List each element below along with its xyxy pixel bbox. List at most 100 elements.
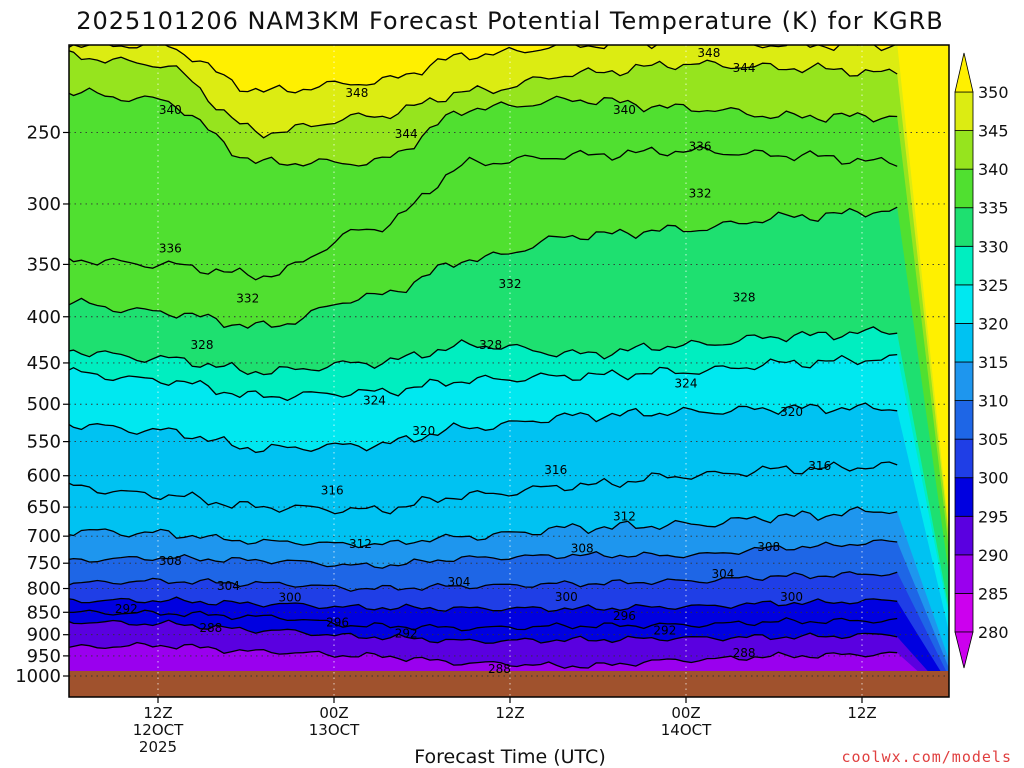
isentrope-332 xyxy=(69,206,898,329)
contour-label: 332 xyxy=(236,292,259,306)
contour-label: 324 xyxy=(363,393,386,407)
contour-label: 320 xyxy=(412,424,435,438)
colorbar-tick-label: 285 xyxy=(978,584,1009,603)
isentrope-292 xyxy=(69,619,898,644)
colorbar-band-320 xyxy=(954,284,974,324)
isentrope-312 xyxy=(69,506,898,549)
contour-label: 324 xyxy=(675,376,698,390)
isentrope-296 xyxy=(69,609,898,632)
y-tick-label: 350 xyxy=(27,254,61,275)
y-tick-label: 450 xyxy=(27,353,61,374)
colorbar-arrow-bottom xyxy=(954,631,974,669)
contour-label: 328 xyxy=(479,338,502,352)
contour-label: 308 xyxy=(757,540,780,554)
contour-label: 328 xyxy=(733,291,756,305)
colorbar-tick-label: 345 xyxy=(978,122,1009,141)
y-tick-label: 900 xyxy=(27,625,61,646)
contour-label: 300 xyxy=(555,590,578,604)
y-tick-label: 1000 xyxy=(15,666,61,687)
y-tick-label: 850 xyxy=(27,602,61,623)
contour-label: 292 xyxy=(115,602,138,616)
colorbar-band-345 xyxy=(954,91,974,131)
contour-label: 288 xyxy=(733,646,756,660)
colorbar-band-285 xyxy=(954,554,974,594)
y-tick-label: 700 xyxy=(27,526,61,547)
x-tick-label: 12Z xyxy=(143,704,172,722)
colorbar-band-335 xyxy=(954,168,974,209)
colorbar-arrow-top xyxy=(954,52,974,93)
isentrope-lines xyxy=(69,45,898,669)
contour-label: 308 xyxy=(571,541,594,555)
contour-label: 336 xyxy=(689,139,712,153)
isentrope-300 xyxy=(69,596,898,613)
colorbar-band-330 xyxy=(954,207,974,247)
colorbar-band-340 xyxy=(954,130,974,170)
colorbar-tick-label: 335 xyxy=(978,199,1009,218)
colorbar-band-280 xyxy=(954,593,974,633)
contour-label: 300 xyxy=(279,591,302,605)
x-axis-title: Forecast Time (UTC) xyxy=(414,746,605,768)
contour-label: 336 xyxy=(159,241,182,255)
contour-label: 288 xyxy=(199,621,222,635)
chart-title: 2025101206 NAM3KM Forecast Potential Tem… xyxy=(76,7,944,35)
isentrope-316 xyxy=(69,461,898,515)
credit-text: coolwx.com/models xyxy=(841,748,1012,766)
contour-label: 300 xyxy=(780,590,803,604)
contour-label: 344 xyxy=(733,61,756,75)
contour-label: 328 xyxy=(191,338,214,352)
y-tick-label: 550 xyxy=(27,432,61,453)
x-tick-label: 2025 xyxy=(139,738,177,756)
plot-area: 348 344 348 340 340 344 336 332 336 332 332 328 328 3… xyxy=(0,45,949,697)
contour-label: 344 xyxy=(395,127,418,141)
x-tick-label: 12OCT xyxy=(133,721,184,739)
colorbar-tick-label: 295 xyxy=(978,507,1009,526)
colorbar-band-300 xyxy=(954,438,974,479)
contour-label: 312 xyxy=(613,510,636,524)
isentrope-344 xyxy=(69,50,898,139)
contour-label: 332 xyxy=(689,186,712,200)
colorbar-band-325 xyxy=(954,245,974,286)
x-tick-label: 00Z xyxy=(319,704,348,722)
contour-label: 288 xyxy=(488,662,511,676)
x-tick-label: 13OCT xyxy=(309,721,360,739)
x-tick-label: 14OCT xyxy=(661,721,712,739)
isentrope-348 xyxy=(69,45,897,94)
isentrope-308 xyxy=(69,539,898,569)
colorbar-tick-label: 280 xyxy=(978,623,1009,642)
contour-label: 340 xyxy=(613,103,636,117)
theta-fill-bands xyxy=(69,45,949,697)
y-tick-label: 750 xyxy=(27,553,61,574)
colorbar-tick-label: 340 xyxy=(978,160,1009,179)
colorbar-tick-label: 310 xyxy=(978,392,1009,411)
y-tick-label: 300 xyxy=(27,194,61,215)
colorbar-tick-label: 325 xyxy=(978,276,1009,295)
isentrope-288 xyxy=(69,641,898,669)
isentrope-324 xyxy=(69,353,898,402)
y-tick-label: 500 xyxy=(27,394,61,415)
colorbar-tick-label: 320 xyxy=(978,314,1009,333)
colorbar-tick-label: 350 xyxy=(978,83,1009,102)
contour-label: 312 xyxy=(349,537,372,551)
contour-label: 316 xyxy=(544,463,567,477)
y-tick-label: 400 xyxy=(27,307,61,328)
y-tick-label: 950 xyxy=(27,646,61,667)
isentrope-336 xyxy=(69,145,898,281)
colorbar-tick-label: 330 xyxy=(978,237,1009,256)
contour-label: 348 xyxy=(697,46,720,60)
contour-label: 304 xyxy=(712,567,735,581)
dotted-gridlines xyxy=(69,45,949,697)
contour-labels: 348 344 348 340 340 344 336 332 336 332 332 328 328 3… xyxy=(0,46,831,676)
contour-label: 332 xyxy=(499,277,522,291)
contour-label: 316 xyxy=(0,459,4,473)
contour-label: 316 xyxy=(321,483,344,497)
x-tick-label: 12Z xyxy=(847,704,876,722)
pressure-axis: 2503003504004505005506006507007508008509… xyxy=(15,122,69,687)
contour-label: 348 xyxy=(345,86,368,100)
y-tick-label: 600 xyxy=(27,466,61,487)
y-tick-label: 250 xyxy=(27,122,61,143)
colorbar-tick-label: 315 xyxy=(978,353,1009,372)
y-tick-label: 800 xyxy=(27,579,61,600)
x-tick-label: 00Z xyxy=(671,704,700,722)
